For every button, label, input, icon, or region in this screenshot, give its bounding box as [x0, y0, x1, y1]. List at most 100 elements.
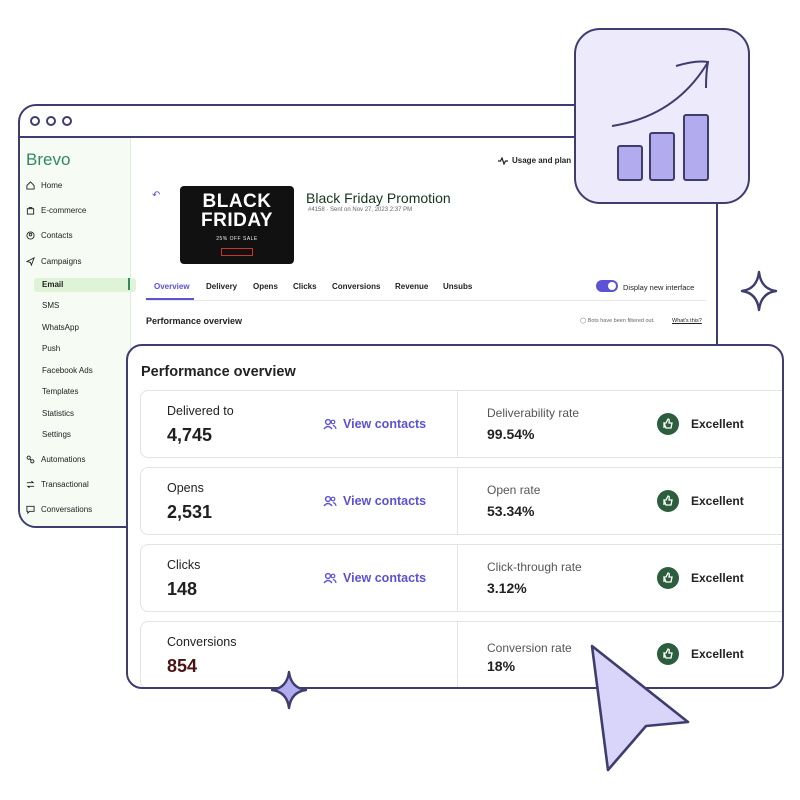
window-titlebar	[20, 106, 716, 138]
sidebar-item-automations[interactable]: Automations	[26, 452, 85, 466]
tabs-divider	[146, 300, 706, 301]
cursor-icon	[590, 644, 690, 772]
view-contacts-link[interactable]: View contacts	[323, 494, 426, 508]
usage-label: Usage and plan	[512, 156, 572, 165]
campaign-thumbnail: BLACK FRIDAY 25% OFF SALE	[180, 186, 294, 264]
contacts-icon	[26, 230, 35, 240]
rate-label: Conversion rate	[487, 641, 572, 655]
metric-value: 854	[167, 656, 198, 676]
thumbnail-line1: BLACK	[202, 191, 272, 212]
rate-value: 53.34%	[487, 503, 535, 519]
rate-value: 3.12%	[487, 580, 527, 596]
rate-value: 18%	[487, 658, 516, 674]
bar-chart-icon	[611, 60, 710, 181]
users-icon	[323, 418, 337, 430]
campaign-meta: #4158 · Sent on Nov 27, 2023 2:37 PM	[308, 207, 413, 213]
metric-value: 2,531	[167, 502, 213, 522]
tab-opens[interactable]: Opens	[253, 282, 278, 291]
tab-delivery[interactable]: Delivery	[206, 282, 238, 291]
view-contacts-label: View contacts	[343, 494, 427, 508]
tab-overview[interactable]: Overview	[154, 282, 190, 291]
metric-value: 4,745	[167, 425, 213, 445]
metric-row-clicks: Clicks 148 View contacts Click-through r…	[140, 544, 782, 612]
sidebar-item-label: Home	[41, 180, 63, 190]
tab-unsubs[interactable]: Unsubs	[443, 282, 473, 291]
users-icon	[323, 572, 337, 584]
tab-clicks[interactable]: Clicks	[293, 282, 317, 291]
window-dot-2	[46, 116, 56, 126]
thumbnail-button	[221, 248, 253, 256]
sidebar-subitem-facebook-ads[interactable]: Facebook Ads	[42, 366, 93, 375]
automation-icon	[26, 455, 35, 463]
new-interface-toggle[interactable]	[596, 280, 618, 292]
active-marker	[128, 278, 130, 290]
overview-heading: Performance overview	[146, 316, 243, 326]
rate-label: Open rate	[487, 483, 541, 497]
sidebar-subitem-settings[interactable]: Settings	[42, 430, 71, 439]
status-label: Excellent	[691, 494, 744, 508]
bots-note-text: Bots have been filtered out.	[587, 318, 655, 324]
sidebar-item-label: Contacts	[41, 230, 73, 240]
tab-conversions[interactable]: Conversions	[332, 282, 381, 291]
sidebar-item-home[interactable]: Home	[26, 178, 62, 192]
sidebar-item-label: Campaigns	[41, 256, 82, 266]
metric-label: Clicks	[167, 558, 201, 572]
campaign-title: Black Friday Promotion	[306, 190, 451, 206]
send-icon	[26, 256, 35, 266]
sidebar-subitem-sms[interactable]: SMS	[42, 301, 60, 310]
activity-icon	[498, 156, 508, 165]
performance-overview-panel: Performance overview Delivered to 4,745 …	[126, 344, 784, 689]
toggle-label: Display new interface	[623, 283, 695, 292]
view-contacts-label: View contacts	[343, 571, 427, 585]
sidebar-item-label: Automations	[41, 454, 86, 464]
status-label: Excellent	[691, 647, 744, 661]
row-divider	[457, 622, 458, 687]
rate-value: 99.54%	[487, 426, 535, 442]
whats-this-link[interactable]: What's this?	[672, 318, 702, 324]
row-divider	[457, 545, 458, 611]
metric-row-conversions: Conversions 854 Conversion rate 18% Exce…	[140, 621, 782, 687]
status-label: Excellent	[691, 417, 744, 431]
chat-icon	[26, 505, 35, 514]
sidebar	[20, 138, 131, 526]
metric-label: Opens	[167, 481, 204, 495]
window-dot-3	[62, 116, 72, 126]
tab-revenue[interactable]: Revenue	[395, 282, 429, 291]
sidebar-item-contacts[interactable]: Contacts	[26, 228, 73, 242]
home-icon	[26, 180, 35, 190]
transactional-icon	[26, 480, 35, 488]
rate-label: Deliverability rate	[487, 406, 580, 420]
sidebar-item-label: Transactional	[41, 479, 89, 489]
row-divider	[457, 468, 458, 534]
status-label: Excellent	[691, 571, 744, 585]
sidebar-subitem-templates[interactable]: Templates	[42, 387, 79, 396]
sparkle-icon	[270, 670, 308, 710]
sidebar-item-label: E-commerce	[41, 205, 87, 215]
metric-value: 148	[167, 579, 198, 599]
thumbnail-offer: 25% OFF SALE	[216, 236, 258, 242]
sidebar-item-ecommerce[interactable]: E-commerce	[26, 203, 86, 217]
thumbs-up-icon	[657, 490, 679, 512]
sidebar-subitem-whatsapp[interactable]: WhatsApp	[42, 323, 79, 332]
view-contacts-link[interactable]: View contacts	[323, 417, 426, 431]
sidebar-subitem-statistics[interactable]: Statistics	[42, 409, 75, 418]
metric-label: Delivered to	[167, 404, 234, 418]
view-contacts-link[interactable]: View contacts	[323, 571, 426, 585]
metric-row-opens: Opens 2,531 View contacts Open rate 53.3…	[140, 467, 782, 535]
sidebar-subitem-email[interactable]: Email	[34, 278, 136, 292]
brand-logo[interactable]: Brevo	[26, 150, 71, 169]
thumbs-up-icon	[657, 567, 679, 589]
usage-and-plan-link[interactable]: Usage and plan	[498, 156, 571, 165]
sidebar-item-conversations[interactable]: Conversations	[26, 502, 92, 516]
sparkle-icon	[740, 270, 778, 312]
sidebar-subitem-push[interactable]: Push	[42, 344, 61, 353]
sidebar-item-transactional[interactable]: Transactional	[26, 477, 89, 491]
back-arrow-icon[interactable]: ↶	[152, 190, 161, 201]
panel-title: Performance overview	[141, 364, 296, 380]
rate-label: Click-through rate	[487, 560, 582, 574]
view-contacts-label: View contacts	[343, 417, 427, 431]
metric-row-delivered: Delivered to 4,745 View contacts Deliver…	[140, 390, 782, 458]
sidebar-item-campaigns[interactable]: Campaigns	[26, 254, 81, 268]
users-icon	[323, 495, 337, 507]
shopping-bag-icon	[26, 206, 35, 215]
